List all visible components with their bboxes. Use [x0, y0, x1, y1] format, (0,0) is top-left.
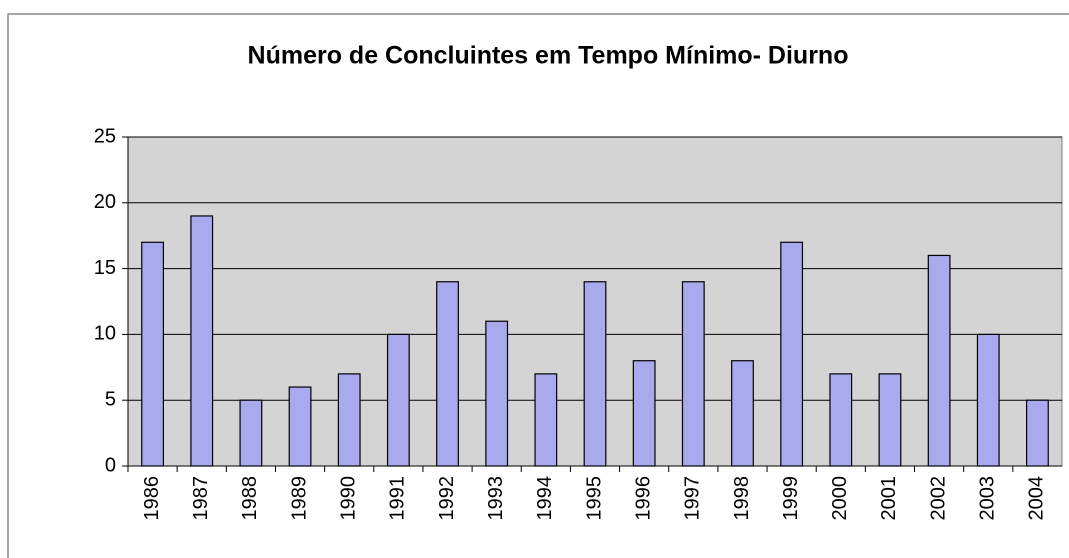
bar — [927, 254, 951, 467]
y-tick-label: 0 — [105, 454, 116, 476]
bar — [878, 373, 902, 467]
bar — [976, 333, 1000, 467]
x-tick-label: 1993 — [485, 476, 507, 521]
bar — [386, 333, 410, 467]
bar — [337, 373, 361, 467]
bar — [288, 386, 312, 467]
bar — [780, 241, 804, 467]
bar — [731, 360, 754, 467]
x-tick-label: 1986 — [141, 476, 163, 521]
bar — [632, 360, 656, 467]
x-tick-label: 1994 — [534, 476, 556, 521]
x-tick-label: 1999 — [780, 476, 802, 521]
x-tick-label: 1996 — [632, 476, 654, 521]
bar — [436, 281, 459, 467]
x-tick-label: 1987 — [190, 476, 212, 521]
x-tick-label: 2002 — [927, 476, 949, 521]
bar — [190, 215, 214, 467]
bar — [583, 281, 607, 467]
bar — [239, 399, 263, 467]
x-tick-label: 2004 — [1026, 476, 1048, 521]
x-tick-label: 1990 — [337, 476, 359, 521]
bar — [1026, 399, 1049, 467]
x-tick-label: 1997 — [682, 476, 704, 521]
x-tick-label: 2000 — [829, 476, 851, 521]
y-tick-label: 15 — [94, 257, 116, 279]
bar — [141, 241, 164, 467]
x-tick-label: 1988 — [239, 476, 261, 521]
y-tick-label: 10 — [94, 323, 116, 345]
x-tick-label: 2001 — [878, 476, 900, 521]
bar — [681, 281, 705, 467]
bar — [829, 373, 853, 467]
y-tick-label: 5 — [105, 388, 116, 410]
bar — [534, 373, 558, 467]
bar — [485, 320, 509, 467]
y-tick-label: 25 — [94, 125, 116, 147]
x-tick-label: 1995 — [583, 476, 605, 521]
x-tick-label: 2003 — [977, 476, 999, 521]
x-tick-label: 1992 — [436, 476, 458, 521]
x-tick-label: 1991 — [387, 476, 409, 521]
x-tick-label: 1998 — [731, 476, 753, 521]
x-tick-label: 1989 — [288, 476, 310, 521]
chart-title: Número de Concluintes em Tempo Mínimo- D… — [248, 42, 849, 70]
y-tick-label: 20 — [94, 191, 116, 213]
